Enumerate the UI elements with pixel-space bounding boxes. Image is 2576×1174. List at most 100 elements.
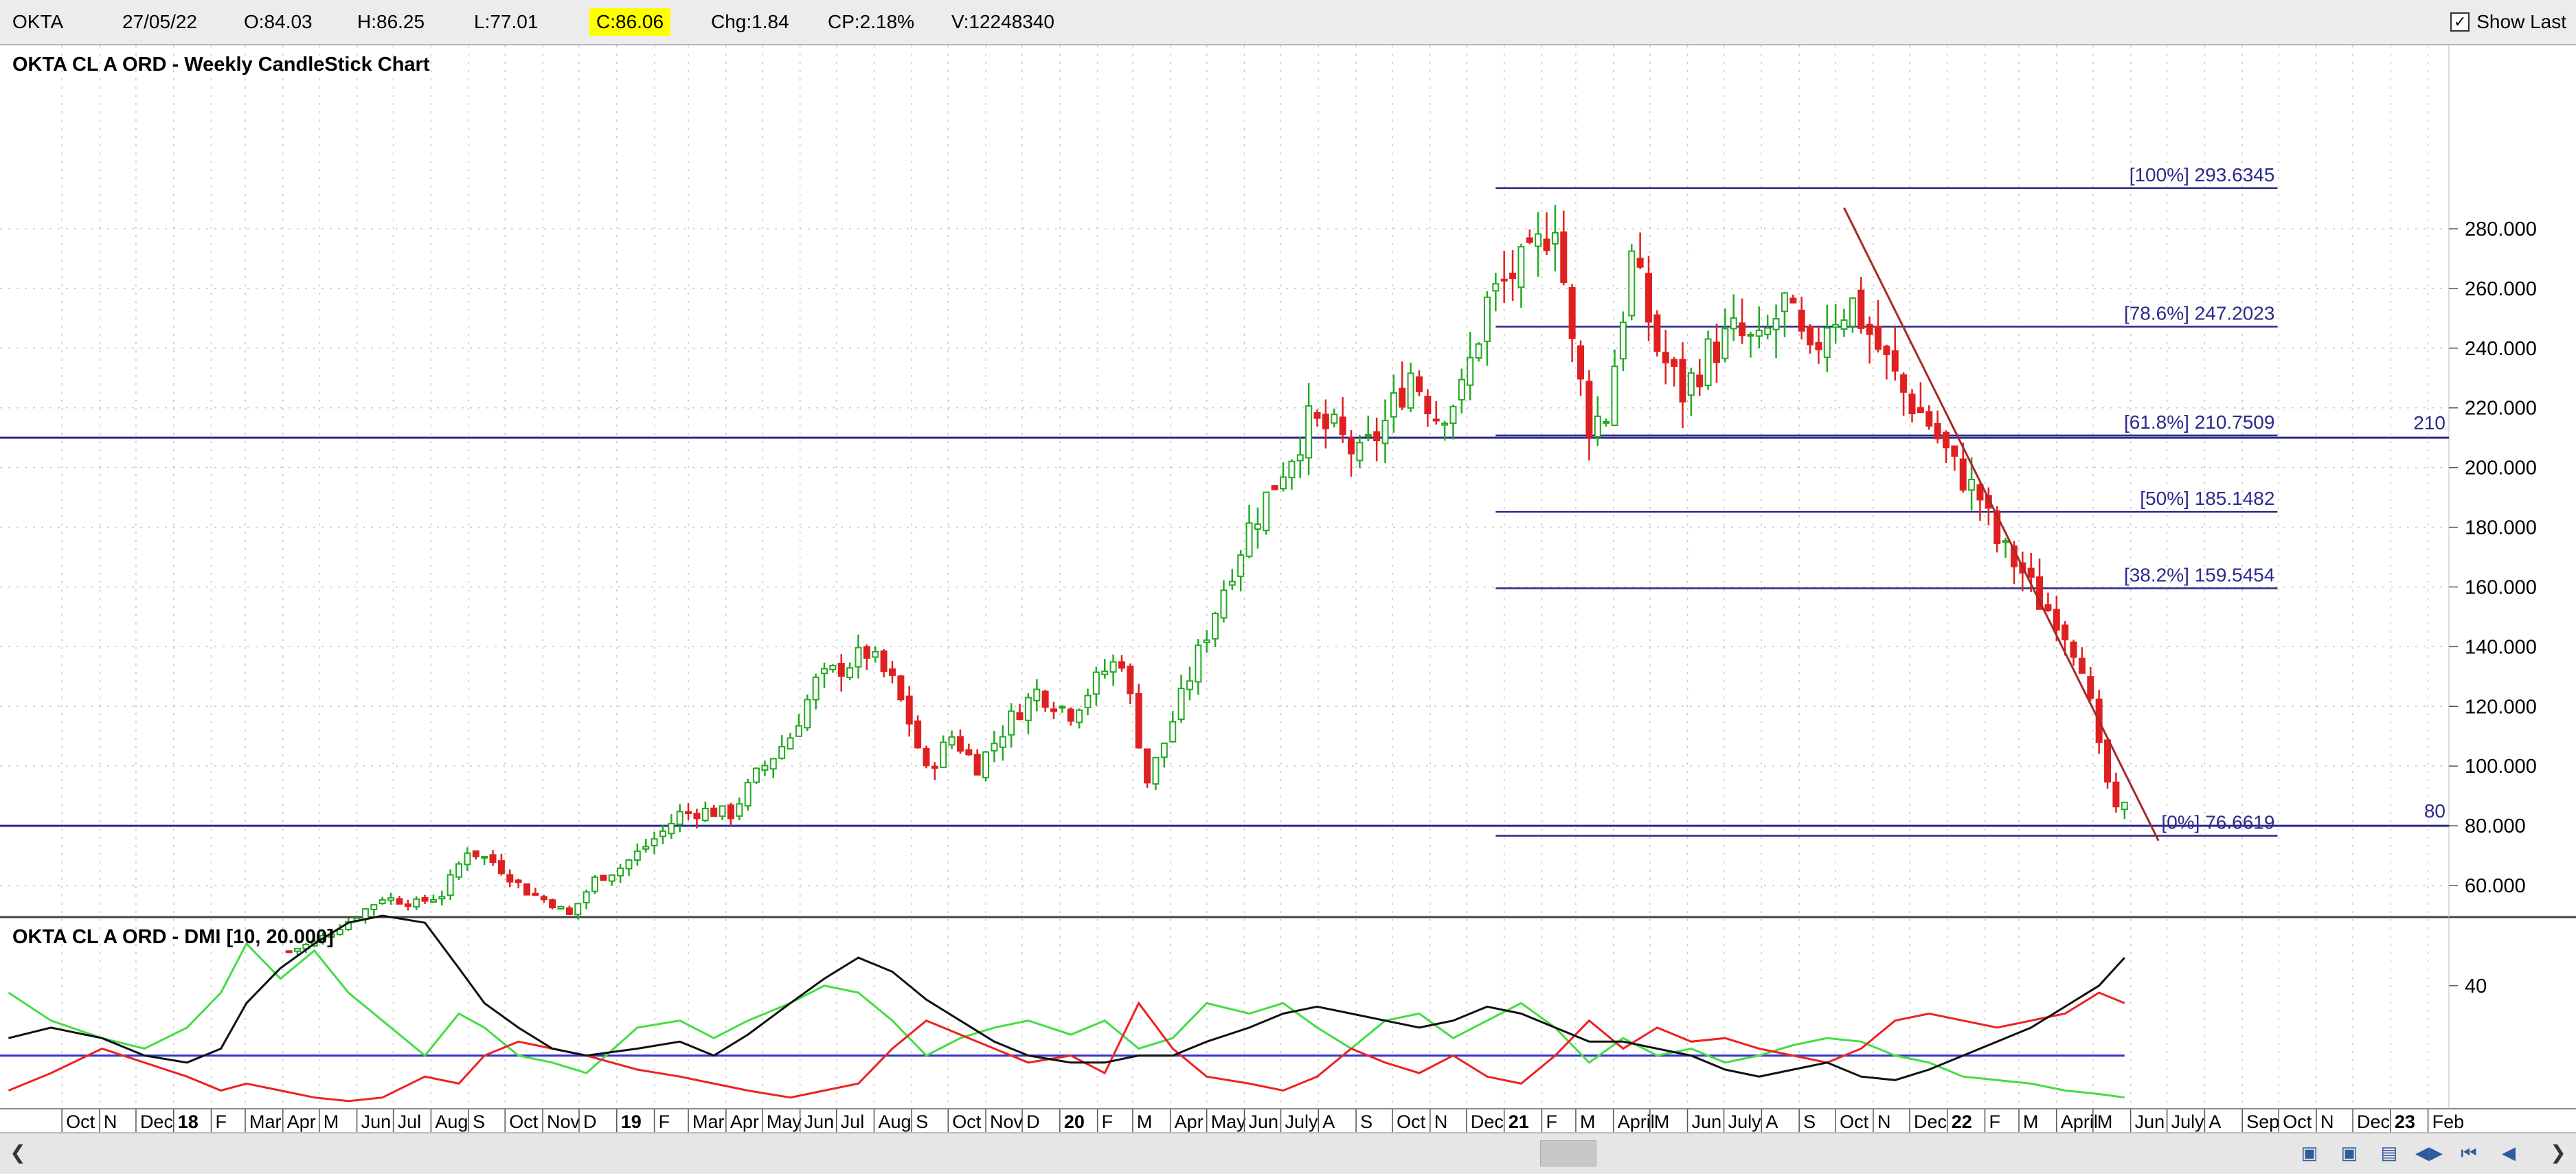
candle-body — [1432, 418, 1440, 422]
show-last-checkbox[interactable]: ✓ — [2450, 12, 2470, 32]
scroll-thumb[interactable] — [1540, 1140, 1596, 1166]
candle-body — [1671, 359, 1678, 367]
scroll-right-arrow[interactable]: ❯ — [2550, 1142, 2566, 1163]
candle-body — [1603, 420, 1610, 424]
candle-body — [897, 675, 905, 701]
candle-body — [1254, 523, 1261, 530]
chart-canvas[interactable]: 60.000 80.000 100.000 120.000 140.000 160.000… — [0, 45, 2576, 1132]
candle-body — [1857, 289, 1865, 329]
candle-body — [1645, 273, 1652, 323]
candle-body — [387, 897, 395, 901]
candle-body — [668, 822, 675, 835]
candle-body — [1288, 460, 1296, 479]
candle-body — [727, 804, 734, 820]
candle-body — [1263, 491, 1270, 532]
candle-body — [769, 758, 777, 770]
y-tick-label: 80.000 — [2465, 815, 2526, 837]
candle-body — [472, 850, 479, 857]
month-label: Jun — [361, 1111, 392, 1132]
candle-body — [651, 838, 658, 846]
candle-body — [1135, 692, 1142, 749]
zoom-in-icon[interactable]: ▣ — [2301, 1142, 2318, 1163]
month-label: July — [2171, 1111, 2205, 1132]
zoom-out-icon[interactable]: ▣ — [2340, 1142, 2358, 1163]
change-percent-label: CP:2.18% — [828, 11, 915, 32]
candle-body — [1144, 748, 1151, 784]
month-label: Oct — [952, 1111, 982, 1132]
trendline — [1843, 207, 2160, 842]
candle-body — [1679, 359, 1686, 403]
candle-body — [676, 811, 683, 825]
candle-body — [1993, 510, 2001, 545]
candle-body — [872, 651, 879, 658]
candle-body — [421, 897, 429, 902]
candle-body — [2061, 624, 2069, 641]
candle-body — [549, 899, 556, 909]
fib-level-label: [78.6%] 247.2023 — [2124, 303, 2275, 324]
candle-body — [1331, 414, 1338, 424]
candle-body — [1891, 350, 1899, 372]
time-scrollbar[interactable]: ❮ ▣ ▣ ▤ ◀▶ ⏮ ◀ ❯ — [0, 1132, 2576, 1174]
candle-body — [1399, 387, 1406, 408]
y-tick-label: 60.000 — [2465, 875, 2526, 897]
month-label: 19 — [621, 1111, 642, 1132]
candle-body — [1628, 250, 1636, 317]
month-label: Nov — [990, 1111, 1024, 1132]
month-label: Jun — [804, 1111, 835, 1132]
candle-body — [1662, 352, 1669, 363]
first-bar-icon[interactable]: ⏮ — [2461, 1142, 2477, 1163]
candle-body — [1305, 405, 1313, 459]
fib-level-label: [50%] 185.1482 — [2140, 488, 2274, 509]
candle-body — [1467, 357, 1474, 386]
candle-body — [812, 676, 820, 701]
month-label: Apr — [730, 1111, 759, 1132]
candle-body — [1815, 341, 1822, 350]
candle-body — [285, 950, 293, 953]
candle-body — [1220, 589, 1228, 619]
month-label: A — [1322, 1111, 1335, 1132]
candle-body — [361, 908, 369, 920]
month-label: Mar — [249, 1111, 282, 1132]
candle-body — [829, 664, 837, 670]
pan-icon[interactable]: ◀▶ — [2415, 1142, 2443, 1163]
fit-icon[interactable]: ▤ — [2380, 1142, 2398, 1163]
candle-body — [795, 725, 802, 737]
month-label: 20 — [1064, 1111, 1085, 1132]
month-label: Oct — [2283, 1111, 2312, 1132]
candle-body — [863, 646, 870, 659]
candle-body — [701, 807, 709, 822]
candle-body — [1594, 415, 1601, 438]
candle-body — [396, 898, 403, 905]
candle-body — [761, 765, 769, 771]
y-tick-label: 120.000 — [2465, 696, 2537, 718]
candle-body — [659, 830, 666, 837]
month-label: M — [1654, 1111, 1670, 1132]
month-label: S — [1360, 1111, 1372, 1132]
candle-body — [404, 903, 411, 907]
candle-body — [1212, 613, 1219, 640]
candle-body — [608, 874, 615, 882]
month-label: May — [767, 1111, 802, 1132]
candle-body — [1696, 374, 1704, 387]
month-label: May — [1211, 1111, 1247, 1132]
candle-body — [1739, 322, 1746, 337]
candle-body — [515, 879, 522, 883]
show-last-toggle[interactable]: ✓ Show Last — [2450, 0, 2566, 44]
candle-body — [1551, 232, 1559, 245]
scroll-left-arrow[interactable]: ❮ — [10, 1142, 26, 1163]
price-panel-bg — [0, 45, 2576, 916]
candle-body — [685, 811, 692, 814]
candle-body — [1687, 372, 1695, 396]
dmi-panel: 40 — [0, 914, 2487, 1103]
candle-body — [1772, 318, 1780, 330]
candle-body — [1509, 272, 1517, 280]
candle-body — [787, 737, 794, 750]
previous-bar-icon[interactable]: ◀ — [2502, 1142, 2516, 1163]
month-label: April — [2061, 1111, 2098, 1132]
candle-body — [719, 805, 726, 817]
month-label: M — [1580, 1111, 1596, 1132]
candle-body — [1195, 644, 1202, 683]
volume-label: V:12248340 — [951, 11, 1054, 32]
candle-body — [1807, 326, 1814, 346]
candle-body — [965, 749, 973, 756]
